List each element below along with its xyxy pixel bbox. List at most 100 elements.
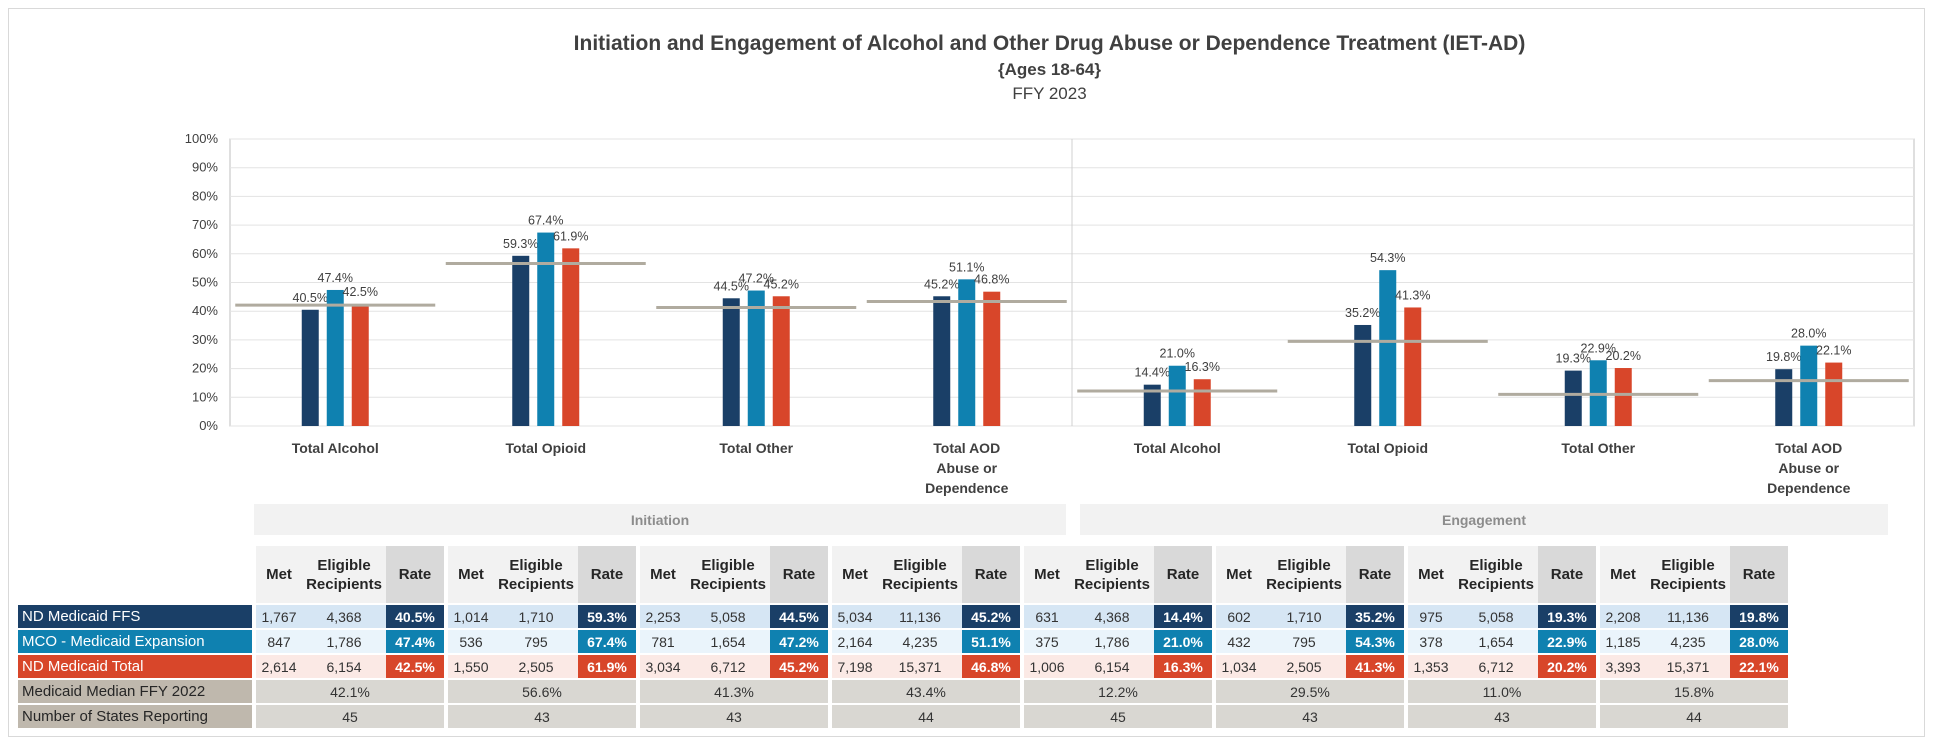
y-tick-label: 0% bbox=[199, 418, 218, 433]
data-label: 47.2% bbox=[739, 272, 774, 286]
rate-cell: 61.9% bbox=[578, 653, 636, 678]
bar bbox=[1193, 379, 1211, 426]
eligible-cell: 4,235 bbox=[1646, 628, 1730, 653]
summary-cell: 12.2% bbox=[1020, 678, 1212, 703]
met-cell: 2,253 bbox=[636, 603, 686, 628]
category-label: Total AOD Abuse or Dependence bbox=[925, 440, 1008, 496]
eligible-cell: 2,505 bbox=[494, 653, 578, 678]
bar bbox=[1354, 324, 1372, 426]
data-label: 59.3% bbox=[503, 237, 538, 251]
data-label: 40.5% bbox=[293, 291, 328, 305]
met-cell: 3,393 bbox=[1596, 653, 1646, 678]
rate-cell: 22.1% bbox=[1730, 653, 1788, 678]
rate-cell: 42.5% bbox=[386, 653, 444, 678]
category-label: Total AOD Abuse or Dependence bbox=[1767, 440, 1850, 496]
bar bbox=[1379, 270, 1397, 426]
eligible-cell: 5,058 bbox=[686, 603, 770, 628]
rate-cell: 47.2% bbox=[770, 628, 828, 653]
summary-cell: 44 bbox=[828, 703, 1020, 728]
table-column-header: Met bbox=[444, 546, 494, 603]
table-column-header: Eligible Recipients bbox=[1646, 546, 1730, 603]
bar bbox=[747, 290, 765, 426]
bar bbox=[351, 304, 369, 426]
summary-cell: 42.1% bbox=[252, 678, 444, 703]
table-column-header: Eligible Recipients bbox=[1262, 546, 1346, 603]
table-column-header: Rate bbox=[962, 546, 1020, 603]
met-cell: 1,550 bbox=[444, 653, 494, 678]
rate-cell: 44.5% bbox=[770, 603, 828, 628]
table-column-header: Eligible Recipients bbox=[1070, 546, 1154, 603]
rate-cell: 14.4% bbox=[1154, 603, 1212, 628]
data-table: Met Eligible Recipients Rate Met Eligible Reci… bbox=[18, 546, 1788, 728]
chart-title: Initiation and Engagement of Alcohol and… bbox=[573, 32, 1526, 55]
met-cell: 781 bbox=[636, 628, 686, 653]
data-label: 44.5% bbox=[714, 279, 749, 293]
y-tick-label: 40% bbox=[192, 303, 218, 318]
table-column-header: Rate bbox=[578, 546, 636, 603]
table-column-header: Rate bbox=[1730, 546, 1788, 603]
summary-cell: 56.6% bbox=[444, 678, 636, 703]
summary-cell: 43.4% bbox=[828, 678, 1020, 703]
table-column-header: Met bbox=[1404, 546, 1454, 603]
rate-cell: 47.4% bbox=[386, 628, 444, 653]
category-label: Total Other bbox=[1561, 440, 1635, 456]
rate-cell: 16.3% bbox=[1154, 653, 1212, 678]
table-row: MCO - Medicaid Expansion 847 1,786 47.4% 536… bbox=[18, 628, 1788, 653]
bar bbox=[1143, 384, 1161, 426]
summary-cell: 45 bbox=[1020, 703, 1212, 728]
eligible-cell: 4,235 bbox=[878, 628, 962, 653]
table-row: ND Medicaid Total 2,614 6,154 42.5% 1,550 2,5… bbox=[18, 653, 1788, 678]
eligible-cell: 2,505 bbox=[1262, 653, 1346, 678]
table-column-header: Met bbox=[828, 546, 878, 603]
data-label: 28.0% bbox=[1791, 327, 1826, 341]
eligible-cell: 1,710 bbox=[494, 603, 578, 628]
table-row: ND Medicaid FFS 1,767 4,368 40.5% 1,014 1,710… bbox=[18, 603, 1788, 628]
bar bbox=[1614, 368, 1632, 426]
summary-cell: 43 bbox=[444, 703, 636, 728]
bar bbox=[1564, 370, 1582, 426]
rate-cell: 20.2% bbox=[1538, 653, 1596, 678]
data-label: 46.8% bbox=[974, 273, 1009, 287]
row-label: Medicaid Median FFY 2022 bbox=[18, 678, 252, 703]
met-cell: 1,353 bbox=[1404, 653, 1454, 678]
y-tick-label: 60% bbox=[192, 246, 218, 261]
eligible-cell: 15,371 bbox=[1646, 653, 1730, 678]
met-cell: 375 bbox=[1020, 628, 1070, 653]
table-column-header: Rate bbox=[1346, 546, 1404, 603]
met-cell: 432 bbox=[1212, 628, 1262, 653]
table-column-header: Met bbox=[252, 546, 302, 603]
chart-subtitle: {Ages 18-64} bbox=[997, 60, 1101, 79]
table-column-header: Met bbox=[1020, 546, 1070, 603]
y-tick-label: 20% bbox=[192, 361, 218, 376]
summary-cell: 44 bbox=[1596, 703, 1788, 728]
chart-titles: Initiation and Engagement of Alcohol and… bbox=[0, 32, 1933, 104]
bar bbox=[326, 289, 344, 426]
bar bbox=[512, 255, 530, 426]
met-cell: 1,185 bbox=[1596, 628, 1646, 653]
eligible-cell: 11,136 bbox=[878, 603, 962, 628]
eligible-cell: 15,371 bbox=[878, 653, 962, 678]
data-label: 22.1% bbox=[1816, 344, 1851, 358]
rate-cell: 45.2% bbox=[770, 653, 828, 678]
met-cell: 602 bbox=[1212, 603, 1262, 628]
group-band-engagement: Engagement bbox=[1080, 504, 1888, 535]
summary-cell: 11.0% bbox=[1404, 678, 1596, 703]
y-tick-label: 100% bbox=[185, 131, 219, 146]
bar bbox=[1800, 345, 1818, 426]
eligible-cell: 6,154 bbox=[302, 653, 386, 678]
met-cell: 378 bbox=[1404, 628, 1454, 653]
table-column-header: Rate bbox=[770, 546, 828, 603]
chart-subtitle-year: FFY 2023 bbox=[1012, 84, 1087, 103]
rate-cell: 51.1% bbox=[962, 628, 1020, 653]
bar bbox=[1775, 369, 1793, 426]
data-label: 45.2% bbox=[764, 277, 799, 291]
met-cell: 1,034 bbox=[1212, 653, 1262, 678]
data-label: 20.2% bbox=[1606, 349, 1641, 363]
y-tick-label: 10% bbox=[192, 389, 218, 404]
category-label: Total Opioid bbox=[1347, 440, 1428, 456]
bar bbox=[933, 296, 951, 426]
eligible-cell: 1,654 bbox=[686, 628, 770, 653]
rate-cell: 45.2% bbox=[962, 603, 1020, 628]
bar-chart: 0% 10% 20% 30% 40% 50% 60% 70% 80% 90% 100% 40.5% 47… bbox=[185, 131, 1915, 496]
eligible-cell: 6,154 bbox=[1070, 653, 1154, 678]
